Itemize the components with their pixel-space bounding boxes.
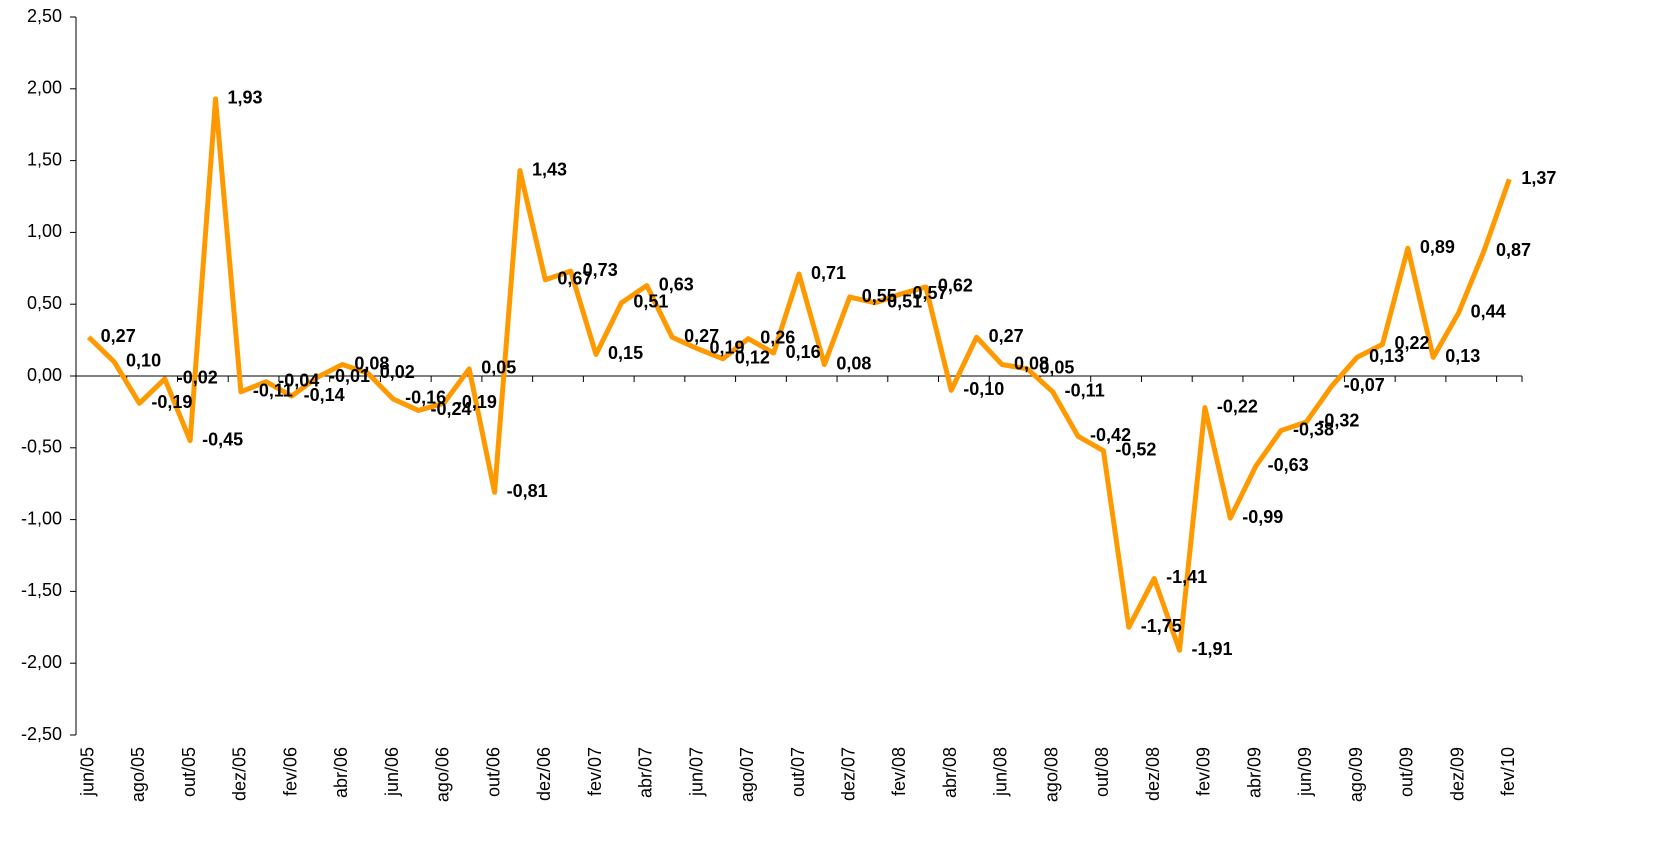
y-tick-label: 2,50 — [27, 6, 62, 26]
data-label: -0,99 — [1242, 507, 1283, 527]
data-label: 0,27 — [101, 326, 136, 346]
data-label: -1,41 — [1166, 567, 1207, 587]
data-label: 0,63 — [659, 274, 694, 294]
data-label: 0,02 — [380, 362, 415, 382]
data-label: -0,10 — [963, 379, 1004, 399]
data-label: -0,22 — [1217, 396, 1258, 416]
data-label: 0,27 — [989, 326, 1024, 346]
y-tick-label: 1,50 — [27, 149, 62, 169]
data-label: 1,93 — [228, 88, 263, 108]
x-tick-label: dez/06 — [534, 747, 554, 801]
data-label: -0,63 — [1268, 455, 1309, 475]
data-label: 1,43 — [532, 159, 567, 179]
data-label: -0,42 — [1090, 425, 1131, 445]
x-tick-label: abr/09 — [1244, 747, 1264, 798]
data-label: -0,16 — [405, 388, 446, 408]
data-label: -0,32 — [1318, 411, 1359, 431]
x-tick-label: out/06 — [483, 747, 503, 797]
data-label: -0,02 — [177, 368, 218, 388]
data-label: -0,19 — [151, 392, 192, 412]
data-label: 0,87 — [1496, 240, 1531, 260]
x-tick-label: ago/08 — [1041, 747, 1061, 802]
data-label: -0,52 — [1115, 439, 1156, 459]
data-label: -0,07 — [1344, 375, 1385, 395]
data-label: 0,05 — [1039, 358, 1074, 378]
x-tick-label: jun/09 — [1295, 747, 1315, 797]
data-label: 1,37 — [1521, 168, 1556, 188]
x-tick-label: jun/05 — [77, 747, 97, 797]
data-label: -1,75 — [1141, 616, 1182, 636]
data-label: 0,08 — [1014, 353, 1049, 373]
data-label: 0,26 — [760, 327, 795, 347]
series-line — [86, 96, 1512, 653]
data-label: 0,55 — [862, 286, 897, 306]
x-tick-label: out/08 — [1092, 747, 1112, 797]
y-tick-label: -2,00 — [21, 652, 62, 672]
x-tick-label: fev/06 — [280, 747, 300, 796]
x-tick-label: fev/10 — [1498, 747, 1518, 796]
data-label: 0,57 — [912, 283, 947, 303]
data-label: -0,45 — [202, 429, 243, 449]
data-label: 0,51 — [887, 292, 922, 312]
y-tick-label: -1,00 — [21, 508, 62, 528]
y-tick-label: -0,50 — [21, 437, 62, 457]
x-tick-label: dez/09 — [1447, 747, 1467, 801]
x-tick-label: abr/06 — [331, 747, 351, 798]
data-label: 0,89 — [1420, 237, 1455, 257]
data-label: 0,13 — [1369, 346, 1404, 366]
data-label: -0,01 — [329, 366, 370, 386]
data-label: 0,05 — [481, 358, 516, 378]
x-tick-label: dez/08 — [1143, 747, 1163, 801]
y-tick-label: -2,50 — [21, 724, 62, 744]
y-tick-label: 2,00 — [27, 78, 62, 98]
data-label: -0,04 — [278, 370, 319, 390]
x-tick-label: ago/09 — [1346, 747, 1366, 802]
x-tick-label: abr/08 — [940, 747, 960, 798]
data-label: 0,12 — [735, 348, 770, 368]
data-label: -0,14 — [304, 385, 345, 405]
y-tick-label: -1,50 — [21, 580, 62, 600]
data-label: -0,19 — [456, 392, 497, 412]
data-label: -0,81 — [507, 481, 548, 501]
data-label: 0,16 — [786, 342, 821, 362]
x-tick-label: dez/05 — [230, 747, 250, 801]
data-label: -0,24 — [430, 399, 471, 419]
data-label: 0,27 — [684, 326, 719, 346]
data-label: 0,15 — [608, 343, 643, 363]
data-label: 0,51 — [633, 292, 668, 312]
x-tick-label: jun/07 — [686, 747, 706, 797]
y-tick-label: 0,50 — [27, 293, 62, 313]
data-label: -1,91 — [1192, 639, 1233, 659]
data-label: 0,08 — [836, 353, 871, 373]
data-label: 0,67 — [557, 269, 592, 289]
x-tick-label: out/05 — [179, 747, 199, 797]
data-label: 0,73 — [583, 260, 618, 280]
x-tick-label: fev/08 — [889, 747, 909, 796]
data-label: 0,19 — [710, 337, 745, 357]
y-tick-label: 0,00 — [27, 365, 62, 385]
data-label: 0,62 — [938, 276, 973, 296]
data-label: -0,11 — [253, 381, 293, 401]
x-tick-label: abr/07 — [636, 747, 656, 798]
data-label: -0,38 — [1293, 419, 1334, 439]
data-label: 0,71 — [811, 263, 846, 283]
data-label: 0,13 — [1445, 346, 1480, 366]
x-tick-label: ago/06 — [433, 747, 453, 802]
data-label: 0,08 — [354, 353, 389, 373]
x-tick-label: out/09 — [1397, 747, 1417, 797]
y-tick-label: 1,00 — [27, 221, 62, 241]
data-label: 0,44 — [1471, 302, 1506, 322]
data-label: 0,22 — [1394, 333, 1429, 353]
x-tick-label: dez/07 — [838, 747, 858, 801]
x-tick-label: ago/05 — [128, 747, 148, 802]
x-tick-label: out/07 — [788, 747, 808, 797]
x-tick-label: jun/08 — [991, 747, 1011, 797]
x-tick-label: ago/07 — [737, 747, 757, 802]
x-tick-label: fev/09 — [1194, 747, 1214, 796]
data-label: 0,10 — [126, 350, 161, 370]
x-tick-label: fev/07 — [585, 747, 605, 796]
data-label: -0,11 — [1065, 381, 1105, 401]
x-tick-label: jun/06 — [382, 747, 402, 797]
